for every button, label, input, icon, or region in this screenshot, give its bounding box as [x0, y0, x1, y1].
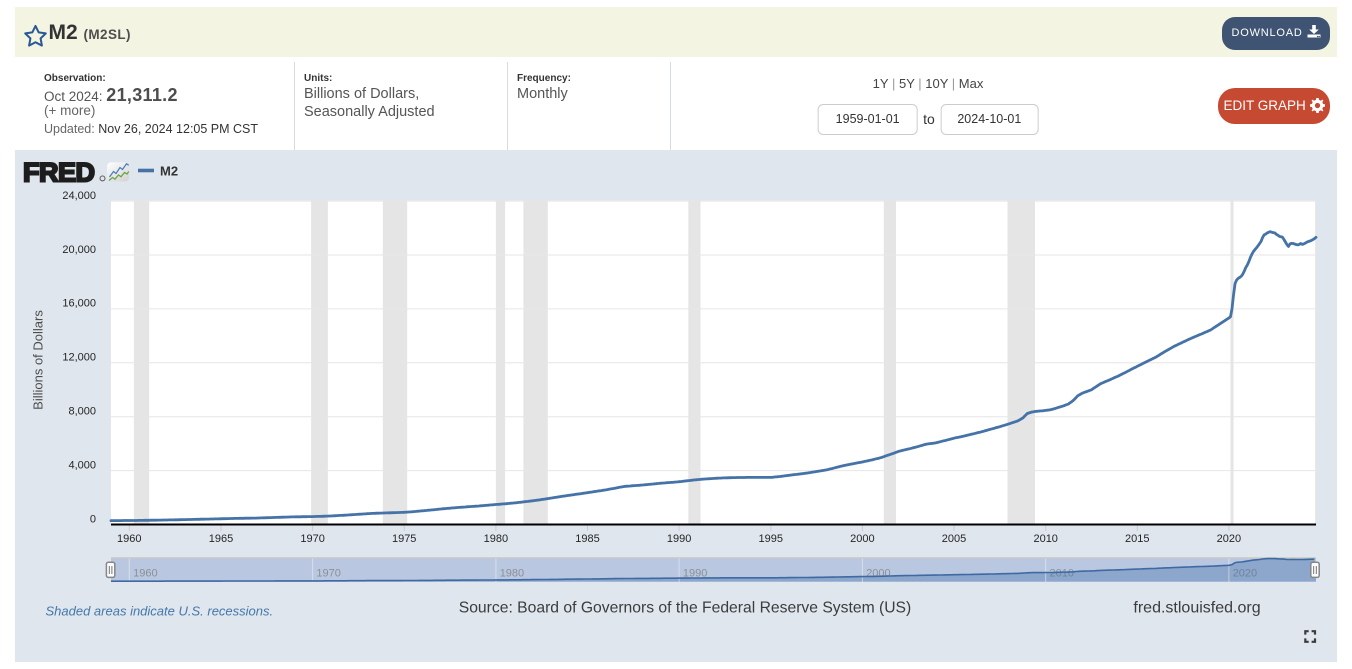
- svg-text:4,000: 4,000: [68, 459, 96, 471]
- svg-text:1965: 1965: [209, 533, 233, 545]
- svg-text:1980: 1980: [500, 568, 524, 580]
- svg-text:1970: 1970: [300, 533, 324, 545]
- svg-text:0: 0: [90, 513, 96, 525]
- svg-text:Source: Board of Governors of: Source: Board of Governors of the Federa…: [459, 600, 912, 617]
- svg-text:12,000: 12,000: [62, 352, 96, 364]
- svg-text:16,000: 16,000: [62, 298, 96, 310]
- svg-text:FRED: FRED: [23, 158, 95, 188]
- svg-text:2015: 2015: [1125, 533, 1149, 545]
- svg-text:1975: 1975: [392, 533, 416, 545]
- svg-text:20,000: 20,000: [62, 244, 96, 256]
- svg-text:1985: 1985: [575, 533, 599, 545]
- svg-text:1990: 1990: [667, 533, 691, 545]
- svg-text:2020: 2020: [1233, 568, 1257, 580]
- svg-text:2005: 2005: [942, 533, 966, 545]
- svg-text:Billions of Dollars: Billions of Dollars: [31, 310, 46, 410]
- svg-text:24,000: 24,000: [62, 190, 96, 202]
- svg-text:M2: M2: [160, 164, 178, 179]
- svg-text:1980: 1980: [484, 533, 508, 545]
- svg-text:Shaded areas indicate U.S. rec: Shaded areas indicate U.S. recessions.: [46, 604, 274, 619]
- svg-text:1970: 1970: [316, 568, 340, 580]
- svg-text:1960: 1960: [133, 568, 157, 580]
- svg-text:1960: 1960: [117, 533, 141, 545]
- svg-text:2000: 2000: [850, 533, 874, 545]
- svg-text:2010: 2010: [1050, 568, 1074, 580]
- svg-text:1995: 1995: [759, 533, 783, 545]
- svg-text:8,000: 8,000: [68, 406, 96, 418]
- svg-text:fred.stlouisfed.org: fred.stlouisfed.org: [1133, 600, 1260, 617]
- svg-text:1990: 1990: [683, 568, 707, 580]
- svg-text:2010: 2010: [1033, 533, 1057, 545]
- svg-text:2020: 2020: [1217, 533, 1241, 545]
